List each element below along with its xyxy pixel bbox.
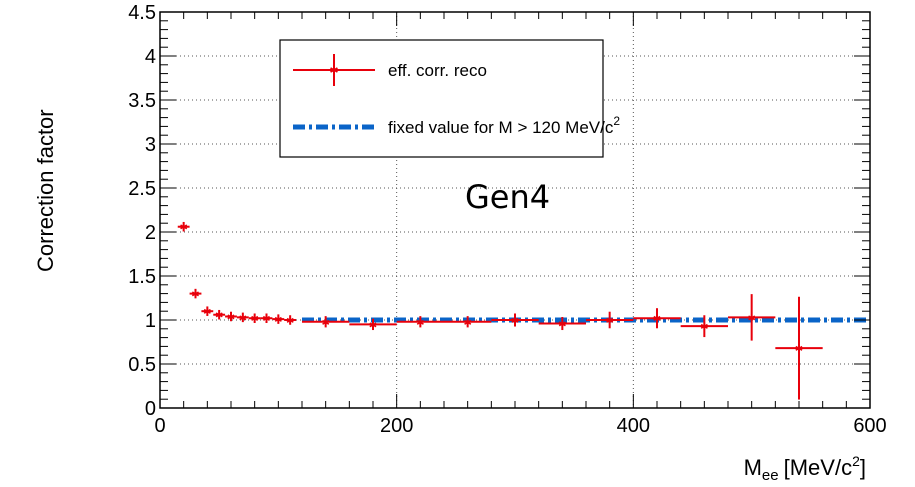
data-point: ✱ <box>396 316 444 329</box>
point-marker: ✱ <box>416 318 424 329</box>
y-tick-label: 3 <box>145 134 156 156</box>
point-marker: ✱ <box>191 290 199 301</box>
legend-marker-eff-corr-reco: ✱ <box>293 54 375 86</box>
point-marker: ✱ <box>795 344 803 355</box>
x-axis-label-unit: [MeV/c <box>784 455 852 480</box>
point-marker: ✱ <box>262 314 270 325</box>
axis-ticks <box>159 11 871 409</box>
x-axis-label: Mee [MeV/c2] <box>744 453 866 484</box>
legend-label-fixed-value-text: fixed value for M > 120 MeV/c <box>388 118 614 137</box>
svg-text:✱: ✱ <box>329 65 338 77</box>
data-point: ✱ <box>213 309 226 322</box>
point-marker: ✱ <box>511 316 519 327</box>
point-marker: ✱ <box>274 315 282 326</box>
legend-label-fixed-value: fixed value for M > 120 MeV/c2 <box>388 114 620 137</box>
x-axis-label-unit-end: ] <box>860 455 866 480</box>
point-marker: ✱ <box>179 223 187 234</box>
y-tick-label: 1 <box>145 310 156 332</box>
y-tick-label: 0.5 <box>128 354 156 376</box>
data-point: ✱ <box>272 314 285 326</box>
legend: ✱ eff. corr. reco fixed value for M > 12… <box>279 39 620 158</box>
x-tick-label: 200 <box>380 415 413 437</box>
x-axis-label-main: M <box>744 455 762 480</box>
point-marker: ✱ <box>369 320 377 331</box>
data-point: ✱ <box>633 308 681 329</box>
point-marker: ✱ <box>321 318 329 329</box>
data-point: ✱ <box>775 296 823 400</box>
point-marker: ✱ <box>558 320 566 331</box>
data-point: ✱ <box>349 318 397 331</box>
y-tick-label: 2 <box>145 222 156 244</box>
x-axis-label-sub: ee <box>762 467 779 484</box>
legend-label-eff-corr-reco: eff. corr. reco <box>388 61 487 80</box>
data-point: ✱ <box>728 294 776 341</box>
gen4-annotation: Gen4 <box>465 178 550 216</box>
data-point: ✱ <box>248 313 261 325</box>
point-marker: ✱ <box>250 314 258 325</box>
point-marker: ✱ <box>215 311 223 322</box>
y-tick-label: 4 <box>145 46 156 68</box>
data-point: ✱ <box>189 288 202 301</box>
data-point: ✱ <box>491 313 539 327</box>
eff-corr-reco-series: ✱ ✱ ✱ ✱ ✱ ✱ ✱ ✱ ✱ ✱ ✱ ✱ ✱ ✱ ✱ ✱ ✱ ✱ ✱ ✱ ✱ <box>177 221 823 400</box>
point-marker: ✱ <box>700 322 708 333</box>
point-marker: ✱ <box>605 316 613 327</box>
point-marker: ✱ <box>747 313 755 324</box>
data-point: ✱ <box>444 316 492 329</box>
legend-label-fixed-value-sup: 2 <box>613 114 620 128</box>
y-tick-label: 4.5 <box>128 2 156 24</box>
data-point: ✱ <box>284 315 297 327</box>
point-marker: ✱ <box>653 314 661 325</box>
x-axis-label-unit-sup: 2 <box>852 453 860 469</box>
data-point: ✱ <box>302 316 350 329</box>
y-tick-label: 2.5 <box>128 178 156 200</box>
point-marker: ✱ <box>463 318 471 329</box>
data-point: ✱ <box>201 306 214 318</box>
x-tick-label: 400 <box>617 415 650 437</box>
legend-box <box>279 39 604 158</box>
point-marker: ✱ <box>203 307 211 318</box>
data-point: ✱ <box>260 313 273 325</box>
data-point: ✱ <box>225 311 237 323</box>
point-marker: ✱ <box>227 312 235 323</box>
data-point: ✱ <box>586 311 634 329</box>
x-tick-label: 0 <box>154 415 165 437</box>
x-tick-label: 600 <box>853 415 886 437</box>
point-marker: ✱ <box>286 316 294 327</box>
y-axis-label: Correction factor <box>33 109 58 272</box>
data-point: ✱ <box>177 221 190 234</box>
tick-labels: 0 200 400 600 0 0.5 1 1.5 2 2.5 3 3.5 4 4.5 <box>128 2 887 437</box>
data-point: ✱ <box>680 315 728 338</box>
y-tick-label: 1.5 <box>128 266 156 288</box>
data-point: ✱ <box>236 312 249 324</box>
data-point: ✱ <box>538 317 586 331</box>
y-tick-label: 0 <box>145 398 156 420</box>
y-tick-label: 3.5 <box>128 90 156 112</box>
point-marker: ✱ <box>239 313 247 324</box>
